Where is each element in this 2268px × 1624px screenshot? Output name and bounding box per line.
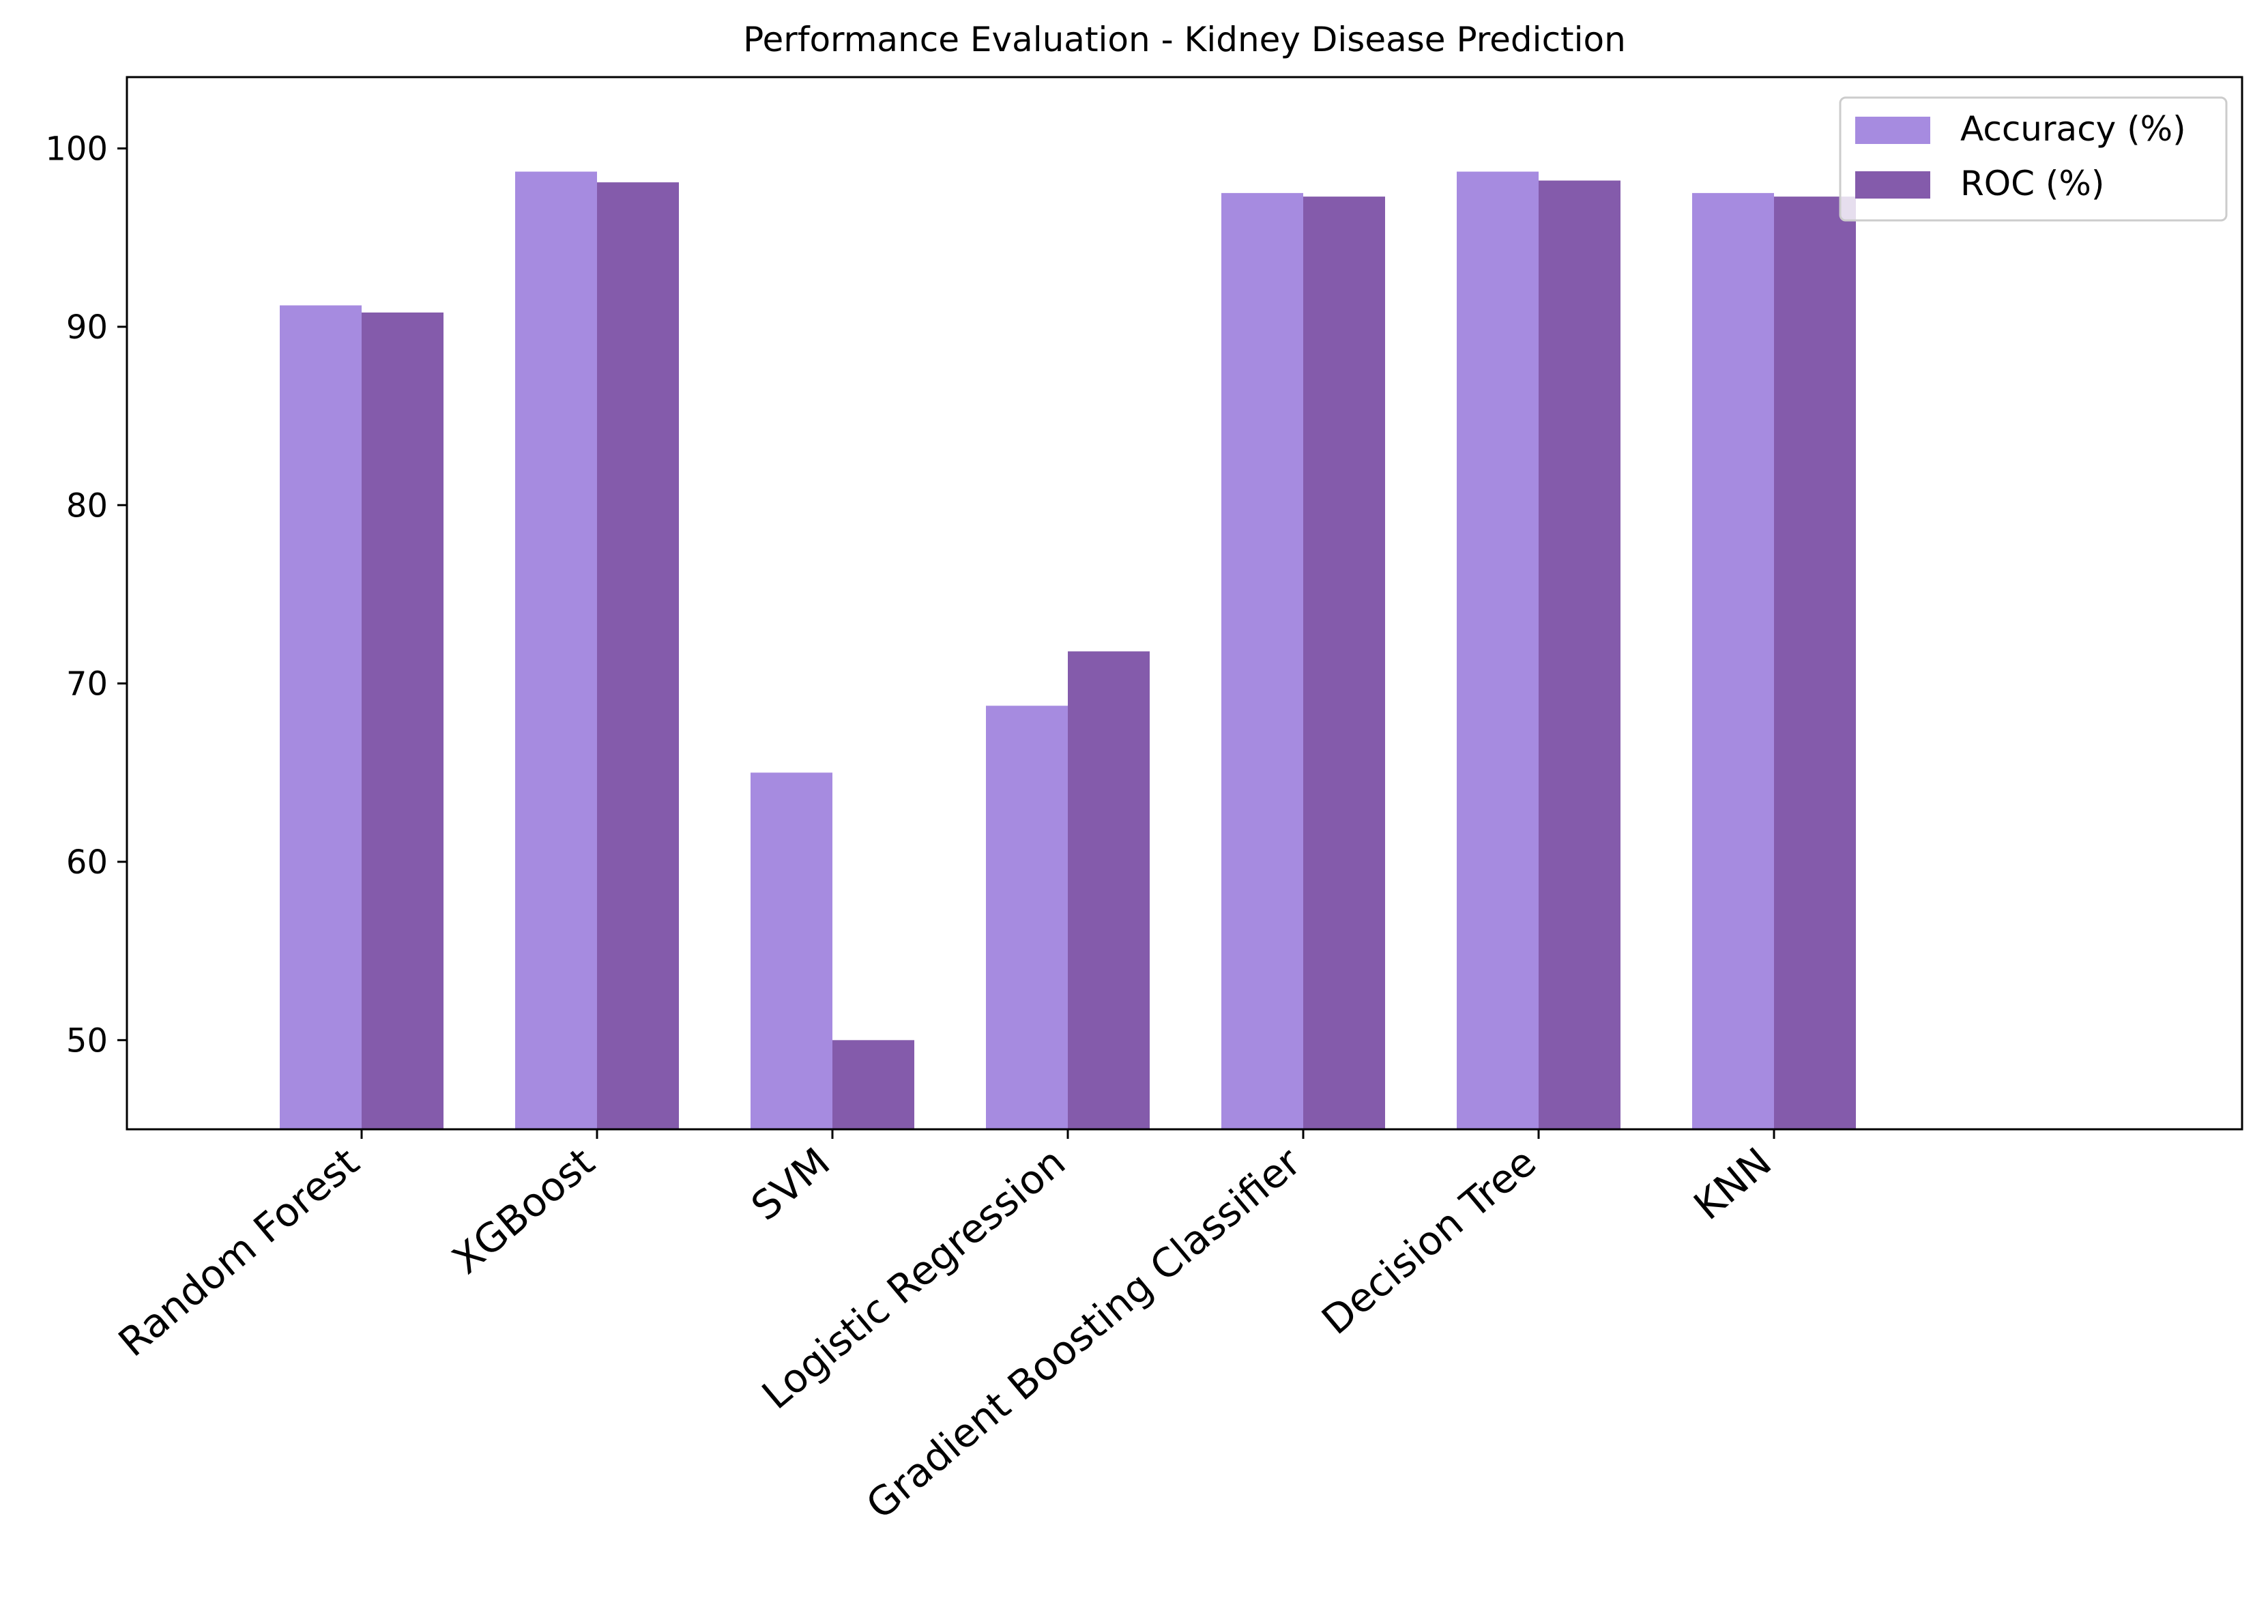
bar-roc-0 bbox=[362, 312, 444, 1129]
legend: Accuracy (%) ROC (%) bbox=[1839, 96, 2228, 222]
bar-accuracy-6 bbox=[1692, 192, 1774, 1129]
y-tick-label: 50 bbox=[66, 1021, 108, 1060]
chart-title: Performance Evaluation - Kidney Disease … bbox=[743, 20, 1626, 59]
bar-accuracy-0 bbox=[280, 305, 362, 1129]
legend-swatch-1 bbox=[1855, 171, 1930, 199]
bar-accuracy-2 bbox=[751, 772, 832, 1129]
legend-label: ROC (%) bbox=[1960, 164, 2104, 203]
bar-roc-5 bbox=[1539, 180, 1620, 1129]
plot-frame bbox=[126, 76, 2243, 1131]
bar-accuracy-5 bbox=[1457, 171, 1539, 1129]
bar-roc-2 bbox=[832, 1040, 914, 1129]
legend-label: Accuracy (%) bbox=[1960, 109, 2186, 149]
bar-accuracy-4 bbox=[1221, 192, 1303, 1129]
y-tick-label: 90 bbox=[66, 308, 108, 347]
legend-box bbox=[1839, 96, 2228, 222]
legend-swatch-0 bbox=[1855, 117, 1930, 144]
bar-roc-3 bbox=[1068, 651, 1150, 1129]
bar-accuracy-3 bbox=[986, 706, 1068, 1129]
y-tick-label: 70 bbox=[66, 665, 108, 704]
bar-roc-4 bbox=[1303, 197, 1385, 1130]
y-tick-label: 60 bbox=[66, 843, 108, 882]
y-axis: 50 60 70 80 90 100 bbox=[45, 130, 127, 1060]
y-tick-label: 100 bbox=[45, 130, 108, 169]
bar-roc-1 bbox=[597, 182, 679, 1130]
bar-roc-6 bbox=[1774, 197, 1856, 1130]
bar-accuracy-1 bbox=[515, 171, 597, 1129]
y-tick-label: 80 bbox=[66, 487, 108, 525]
bars-group bbox=[280, 171, 1856, 1130]
